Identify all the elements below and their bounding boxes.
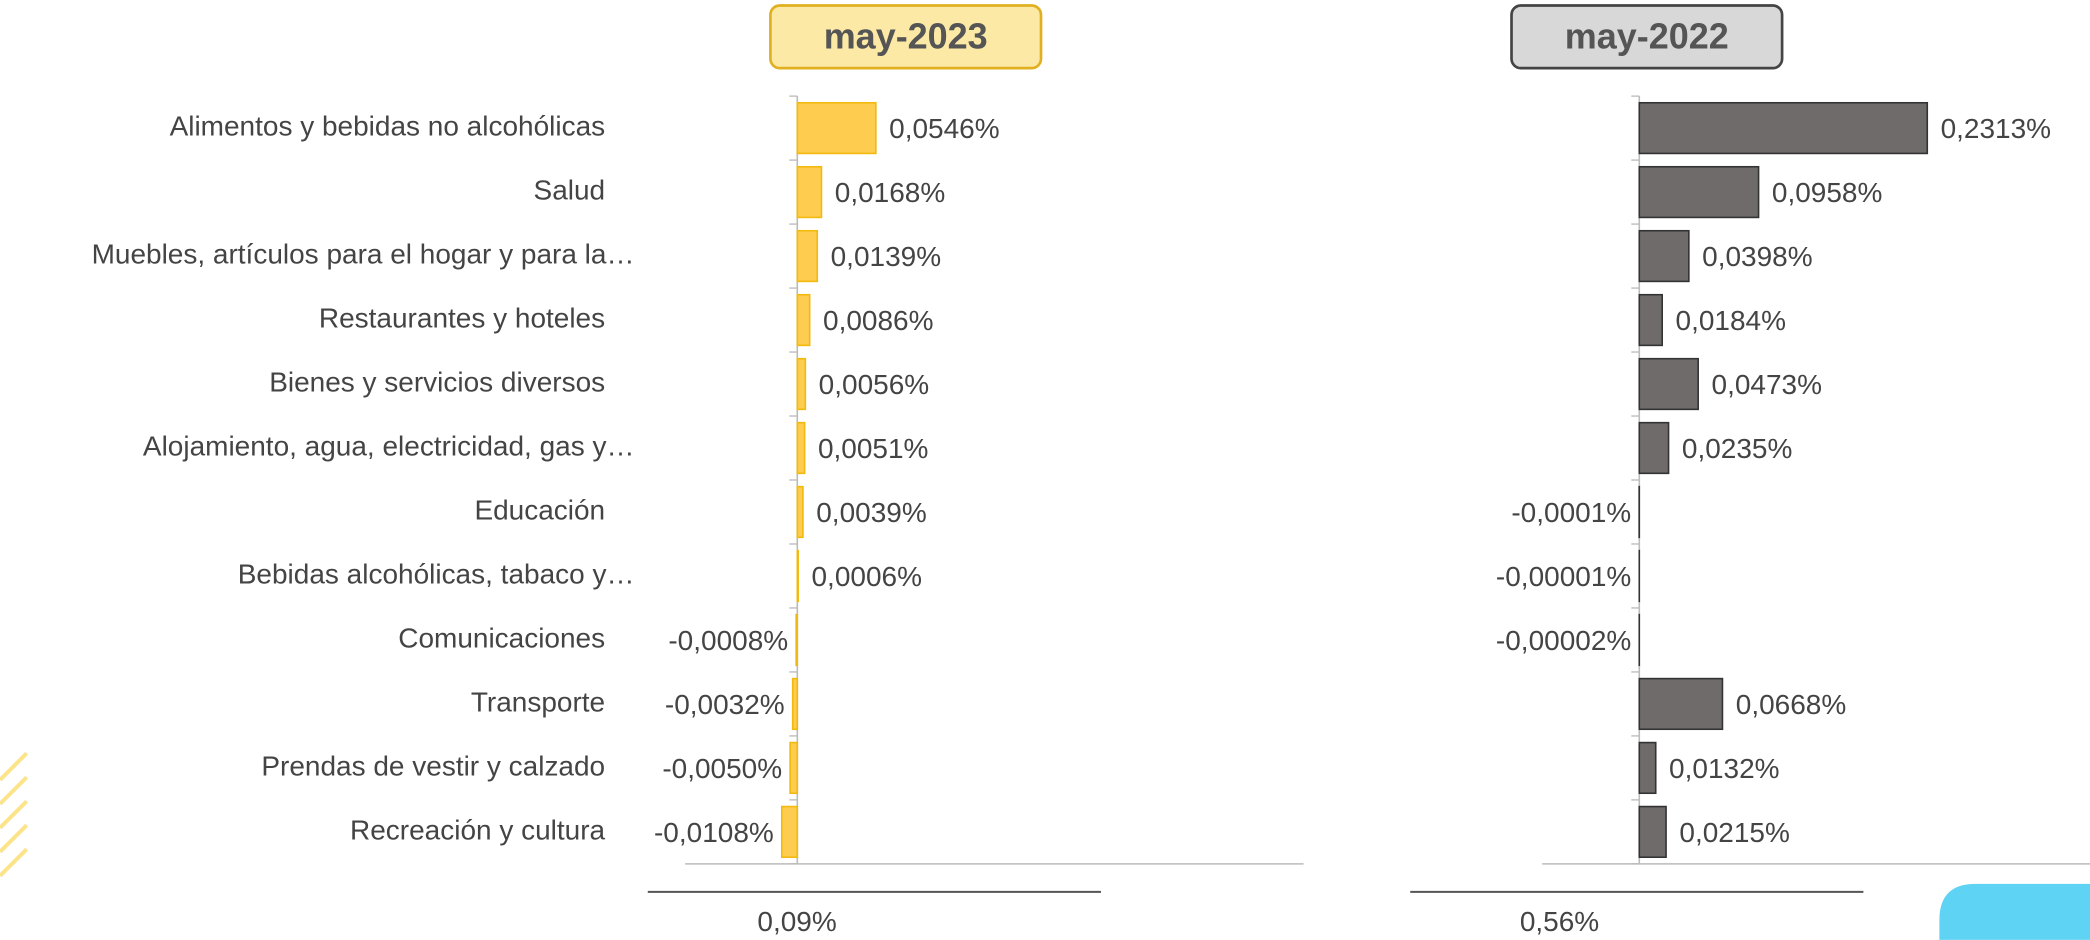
bar [1638,165,1760,219]
bar [1638,741,1657,795]
chart-title: may-2022 [1565,15,1729,56]
value-label: 0,2313% [1941,113,2051,144]
bar [1638,293,1663,347]
bar [796,293,811,347]
bar [1638,357,1699,411]
category-label: Alojamiento, agua, electricidad, gas y… [143,430,635,461]
category-label: Bienes y servicios diversos [269,366,605,397]
value-label: 0,0056% [819,369,929,400]
decoration [1939,883,2090,940]
value-label: -0,00002% [1496,625,1631,656]
value-label: 0,0668% [1736,689,1846,720]
value-label: -0,0032% [665,689,785,720]
bar [789,741,799,795]
value-label: 0,0473% [1712,369,1822,400]
value-label: -0,0008% [668,625,788,656]
category-label: Prendas de vestir y calzado [261,750,605,781]
category-label: Alimentos y bebidas no alcohólicas [170,110,606,141]
chart-title: may-2023 [824,15,988,56]
value-label: 0,0235% [1682,433,1792,464]
footer-label: 0,56% [1520,906,1599,937]
category-label: Educación [474,494,605,525]
value-label: 0,0139% [831,241,941,272]
bar [1638,421,1670,475]
bar [796,229,819,283]
value-label: -0,0050% [662,753,782,784]
title-box [1510,4,1784,70]
bar [796,165,823,219]
bar [796,549,799,603]
value-label: 0,0051% [818,433,928,464]
bar [795,613,799,667]
value-label: 0,0006% [811,561,921,592]
title-box [769,4,1043,70]
value-label: 0,0215% [1679,817,1789,848]
category-label: Recreación y cultura [350,814,606,845]
value-label: 0,0132% [1669,753,1779,784]
category-label: Transporte [471,686,605,717]
bar [796,357,807,411]
value-label: 0,0039% [816,497,926,528]
footer-label: 0,09% [757,906,836,937]
category-label: Comunicaciones [398,622,605,653]
value-label: -0,0108% [654,817,774,848]
bar [1638,805,1667,859]
value-label: 0,0958% [1772,177,1882,208]
category-label: Salud [534,174,606,205]
bar [796,485,804,539]
bar [796,101,877,155]
decoration [0,751,29,878]
bar [1638,229,1690,283]
bar [1638,677,1724,731]
value-label: 0,0086% [823,305,933,336]
value-label: 0,0184% [1676,305,1786,336]
category-label: Muebles, artículos para el hogar y para … [92,238,635,269]
bar [791,677,799,731]
value-label: 0,0546% [889,113,999,144]
bar [796,421,806,475]
bar [780,805,799,859]
value-label: 0,0168% [835,177,945,208]
value-label: 0,0398% [1702,241,1812,272]
category-label: Bebidas alcohólicas, tabaco y… [238,558,635,589]
category-label: Restaurantes y hoteles [319,302,605,333]
bar [1638,101,1929,155]
value-label: -0,0001% [1511,497,1631,528]
value-label: -0,00001% [1496,561,1631,592]
